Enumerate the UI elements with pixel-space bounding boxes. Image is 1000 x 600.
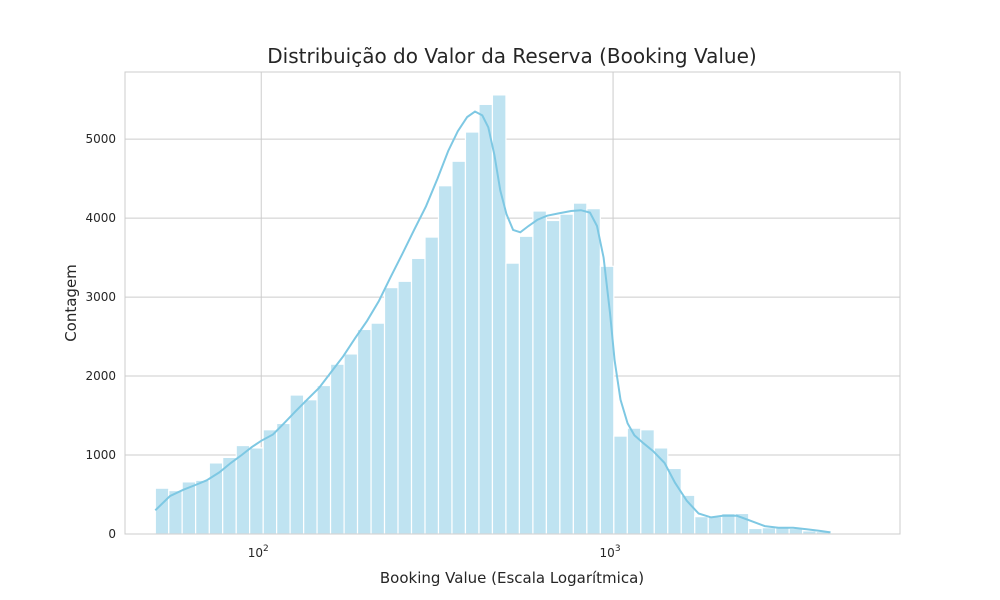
histogram-bar [168, 489, 183, 535]
histogram-bar [505, 262, 521, 535]
histogram-bar [383, 287, 399, 535]
histogram-bar [316, 384, 332, 535]
histogram-bar [694, 516, 709, 535]
y-axis-label: Contagem [62, 264, 80, 342]
y-tick-label: 3000 [85, 290, 116, 304]
histogram-bar [613, 435, 628, 535]
histogram-bar [410, 257, 426, 535]
histogram-bar [235, 444, 251, 535]
histogram-bar [329, 363, 345, 535]
histogram-bar [626, 427, 642, 535]
histogram-bar [343, 353, 359, 535]
histogram-bar [451, 160, 467, 535]
histogram-bar [761, 527, 777, 535]
histogram-bar [397, 280, 413, 535]
histogram-bar [707, 516, 723, 535]
histogram-bar [667, 467, 682, 535]
histogram-bar [303, 399, 318, 535]
y-tick-label: 1000 [85, 448, 116, 462]
y-tick-label: 0 [108, 527, 116, 541]
histogram-bar [195, 479, 210, 535]
histogram-bar [518, 235, 534, 535]
histogram-bar [748, 527, 763, 535]
histogram-bar [356, 328, 372, 535]
y-tick-label: 4000 [85, 211, 116, 225]
histogram-bar [249, 447, 264, 535]
histogram-bar [559, 213, 574, 535]
histogram-bar [653, 447, 669, 535]
histogram-bar [586, 208, 601, 535]
plot-frame [124, 71, 901, 535]
histogram-bar [154, 487, 170, 535]
x-tick-label: 103 [600, 544, 621, 560]
histogram-bar [276, 422, 291, 535]
histogram-bar [532, 210, 548, 535]
histogram-bar [478, 103, 494, 535]
histogram-bar [424, 236, 440, 535]
y-tick-label: 5000 [85, 132, 116, 146]
histogram-bar [437, 185, 453, 535]
x-tick-labels: 102 103 [248, 544, 621, 560]
chart-title: Distribuição do Valor da Reserva (Bookin… [267, 44, 756, 68]
histogram-bar [464, 131, 480, 535]
kde-curve [154, 110, 831, 534]
histogram-bar [599, 265, 615, 535]
y-tick-labels: 0 1000 2000 3000 4000 5000 [85, 132, 116, 541]
x-tick-label: 102 [248, 544, 269, 560]
histogram-bar [572, 202, 588, 535]
histogram-bar [262, 429, 278, 535]
y-tick-label: 2000 [85, 369, 116, 383]
histogram-bars [154, 94, 831, 535]
histogram-bar [545, 219, 561, 535]
x-axis-label: Booking Value (Escala Logarítmica) [380, 569, 644, 587]
histogram-bar [370, 322, 386, 535]
